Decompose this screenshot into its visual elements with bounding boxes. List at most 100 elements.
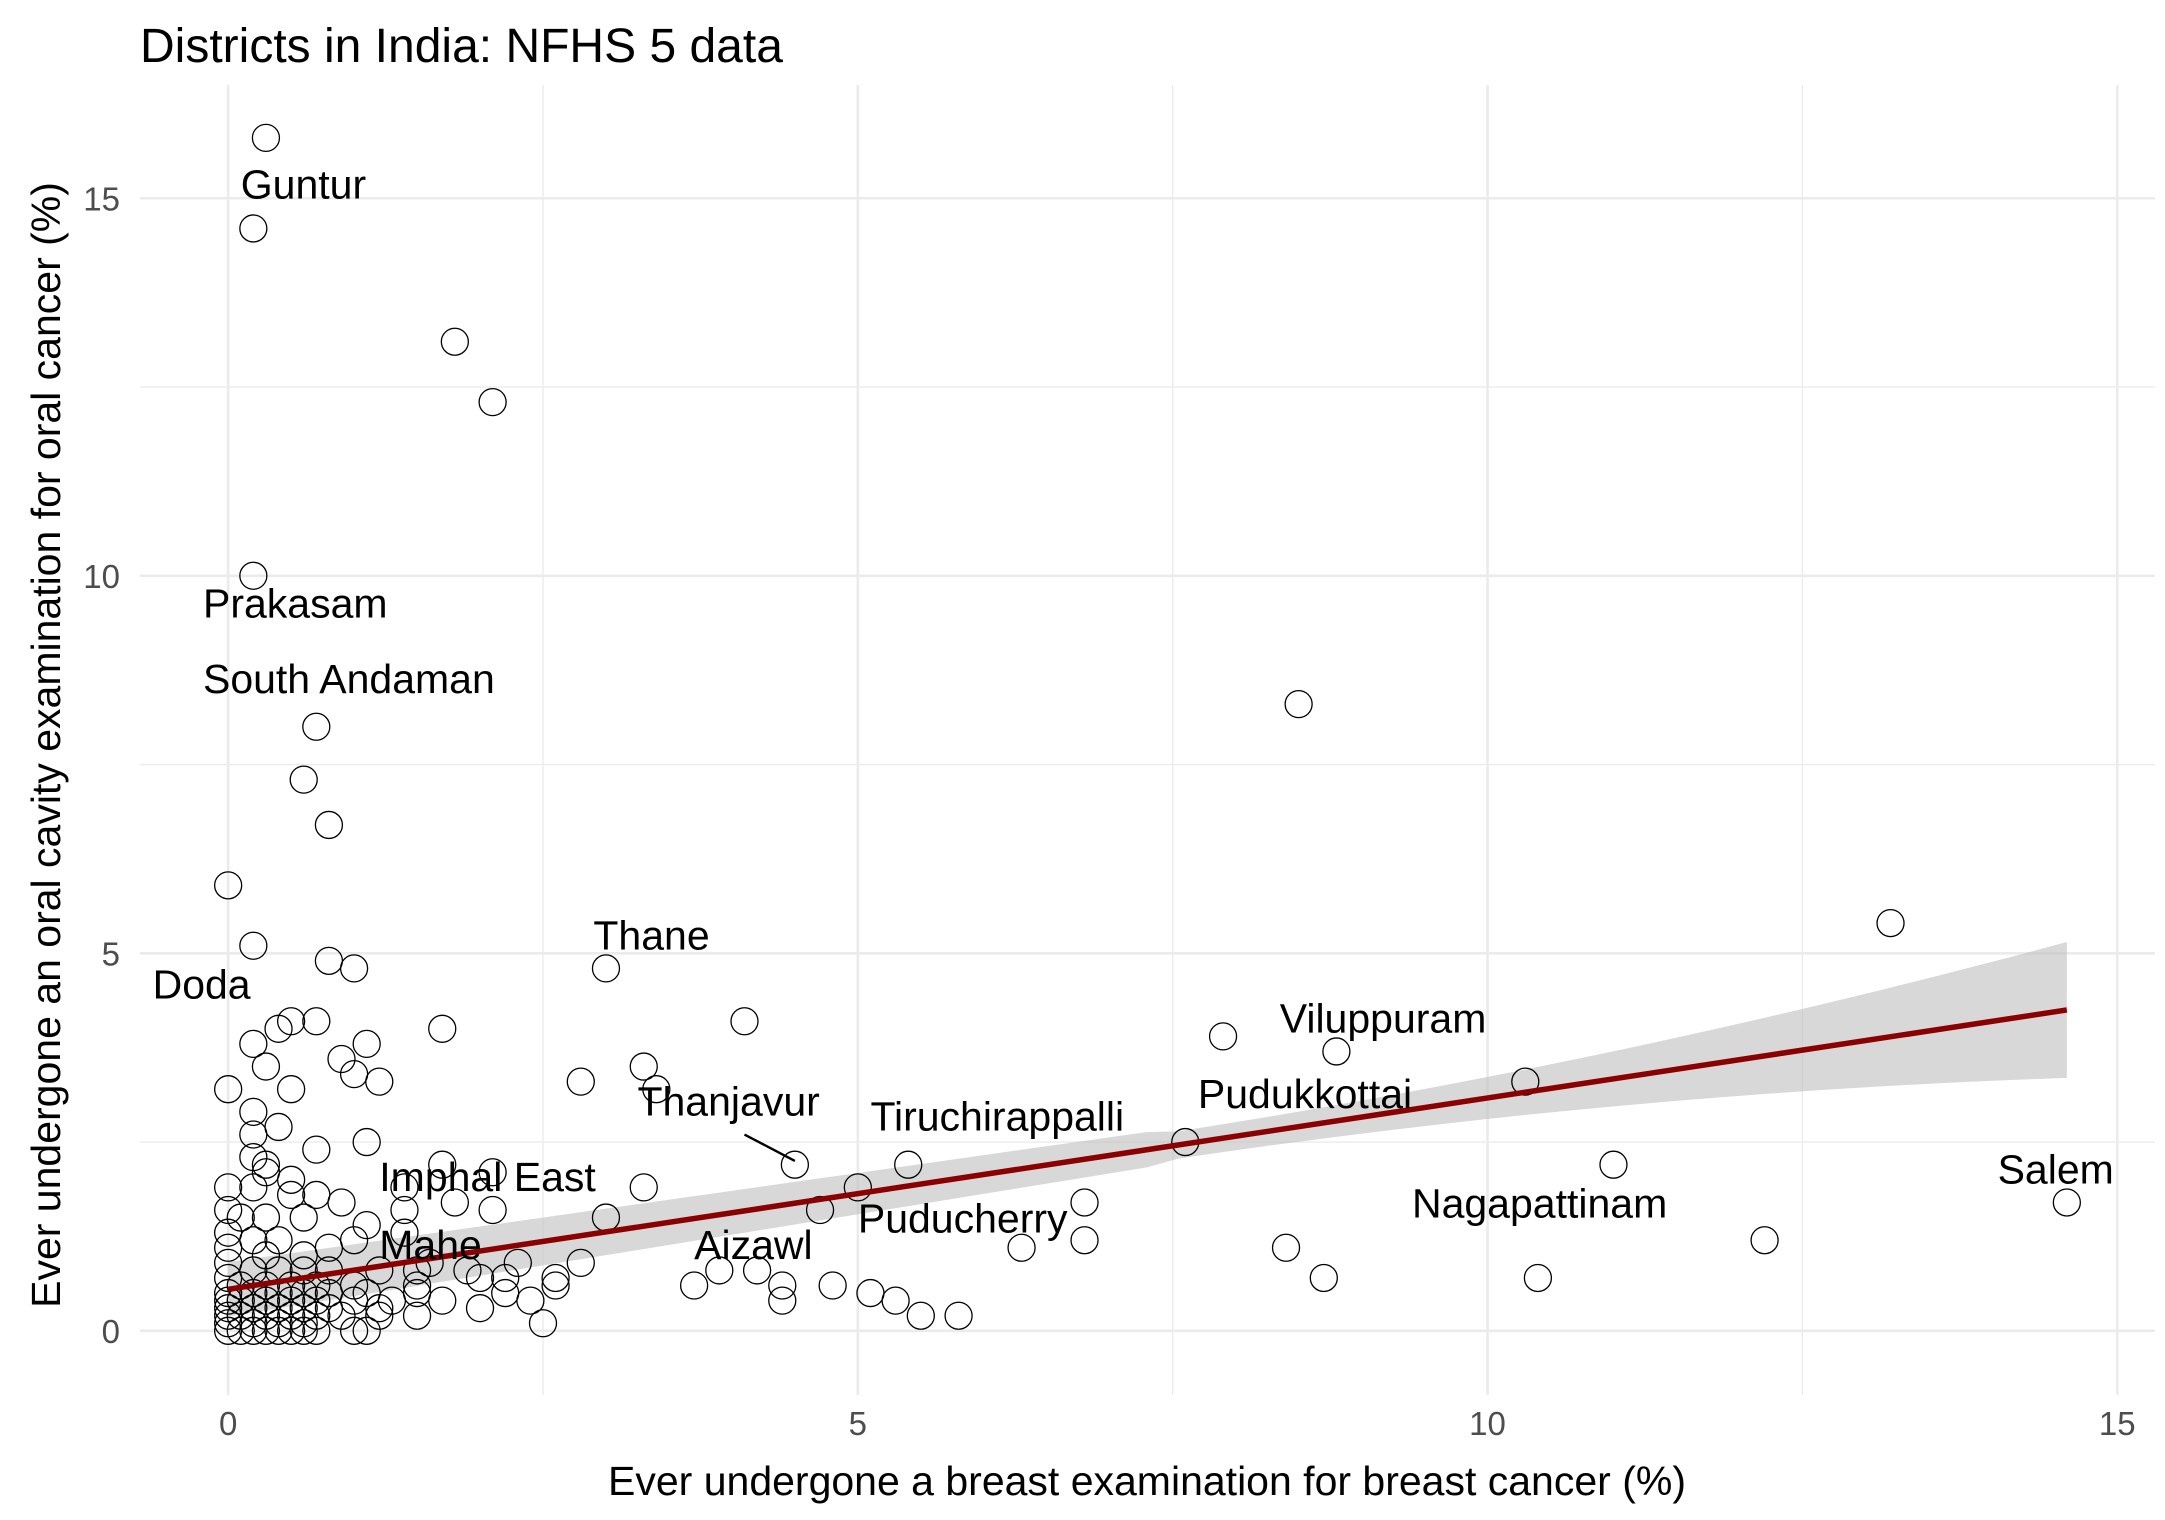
data-point — [1511, 1067, 1540, 1096]
data-point — [214, 1233, 243, 1262]
data-point — [465, 1294, 495, 1323]
data-point — [226, 1203, 255, 1232]
data-point — [276, 1075, 306, 1104]
data-point — [264, 1316, 293, 1345]
data-point — [1070, 1226, 1099, 1255]
district-label: Puducherry — [858, 1196, 1068, 1242]
data-point — [365, 1294, 394, 1323]
data-point — [541, 1263, 570, 1293]
district-label: Imphal East — [379, 1154, 596, 1200]
x-tick-label: 0 — [219, 1405, 237, 1442]
data-point — [339, 1316, 369, 1345]
data-point — [1876, 908, 1905, 938]
data-point — [805, 1195, 835, 1225]
data-point — [302, 1135, 331, 1164]
data-point — [251, 1241, 281, 1270]
data-point — [780, 1150, 810, 1179]
data-point — [352, 1029, 381, 1059]
data-point — [478, 1158, 507, 1187]
data-point — [251, 1316, 281, 1345]
data-point — [503, 1248, 532, 1278]
data-point — [352, 1316, 381, 1345]
data-point — [327, 1301, 356, 1330]
data-point — [1599, 1150, 1628, 1179]
data-point — [352, 1127, 381, 1157]
data-point — [214, 1075, 243, 1104]
data-point — [352, 1210, 381, 1240]
data-point — [541, 1271, 570, 1300]
data-point — [314, 1233, 344, 1262]
data-point — [705, 1256, 734, 1285]
confidence-band-layer — [228, 942, 2067, 1317]
y-tick-label: 15 — [83, 180, 120, 217]
data-point — [1322, 1037, 1351, 1066]
data-point — [528, 1309, 558, 1338]
district-label: Nagapattinam — [1412, 1181, 1667, 1227]
district-label: Thane — [593, 913, 709, 959]
district-label: Guntur — [241, 161, 366, 207]
data-point — [428, 1014, 457, 1043]
fit-line — [227, 1007, 2068, 1293]
data-point — [906, 1301, 935, 1330]
data-point — [214, 1316, 243, 1345]
district-label: Thanjavur — [637, 1079, 819, 1125]
data-point — [629, 1052, 658, 1081]
data-point — [478, 387, 507, 417]
data-point — [516, 1286, 545, 1315]
data-point — [390, 1173, 419, 1202]
data-point — [1208, 1022, 1238, 1051]
data-point — [591, 954, 621, 983]
data-point — [629, 1173, 658, 1202]
data-point — [428, 1286, 457, 1315]
district-label: Viluppuram — [1280, 996, 1487, 1042]
data-point — [289, 765, 318, 794]
data-point — [314, 810, 344, 840]
district-labels-layer: Guntur Prakasam South Andaman Thane Doda Vilu… — [153, 161, 2114, 1268]
data-point — [679, 1271, 709, 1300]
data-point — [239, 1029, 268, 1059]
data-point — [818, 1271, 847, 1300]
data-point — [239, 1120, 268, 1149]
data-point — [239, 214, 268, 243]
district-label: Salem — [1998, 1147, 2114, 1193]
data-point — [566, 1067, 595, 1096]
points-layer — [214, 123, 2081, 1345]
data-point — [339, 954, 369, 983]
district-label: Doda — [153, 962, 251, 1008]
confidence-band — [228, 942, 2067, 1317]
data-point — [251, 123, 281, 153]
tick-labels-layer: 0 5 10 15 0 5 10 15 — [83, 180, 2135, 1442]
data-point — [1309, 1263, 1338, 1293]
data-point — [214, 871, 243, 900]
data-point — [465, 1263, 495, 1293]
data-point — [478, 1195, 507, 1225]
y-axis-title: Ever undergone an oral cavity examinatio… — [23, 182, 69, 1308]
data-point — [730, 1007, 759, 1036]
data-point — [1750, 1226, 1779, 1255]
data-point — [881, 1286, 910, 1315]
x-axis-title: Ever undergone a breast examination for … — [608, 1458, 1686, 1504]
data-point — [1284, 689, 1313, 719]
data-point — [768, 1271, 797, 1300]
data-point — [251, 1203, 281, 1232]
y-tick-label: 0 — [102, 1313, 120, 1350]
data-point — [226, 1316, 255, 1345]
x-tick-label: 5 — [849, 1405, 867, 1442]
data-point — [239, 1173, 268, 1202]
data-point — [390, 1218, 419, 1247]
data-point — [302, 1316, 331, 1345]
data-point — [302, 1007, 331, 1036]
data-point — [1271, 1233, 1301, 1262]
data-point — [440, 327, 469, 356]
data-point — [390, 1195, 419, 1225]
data-point — [276, 1180, 306, 1210]
data-point — [276, 1007, 306, 1036]
data-point — [289, 1203, 318, 1232]
data-point — [402, 1256, 432, 1285]
district-label: Prakasam — [203, 580, 388, 626]
data-point — [1523, 1263, 1553, 1293]
district-label: South Andaman — [203, 656, 495, 702]
data-point — [289, 1316, 318, 1345]
label-leader-line — [743, 1133, 796, 1162]
